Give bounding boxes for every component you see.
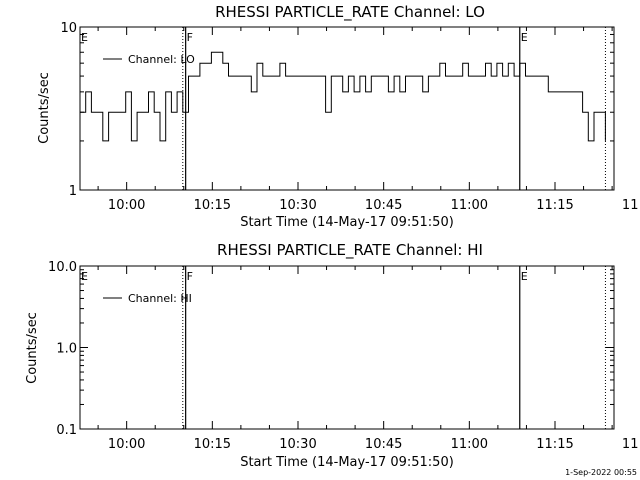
y-ticks-hi: 0.1 1.0 10.0 [48, 260, 614, 438]
event-label-hi: E [81, 270, 88, 283]
x-axis-label-hi: Start Time (14-May-17 09:51:50) [240, 455, 454, 470]
y-tick-label-lo: 10 [60, 21, 77, 36]
y-tick-label-hi: 0.1 [56, 423, 77, 438]
plot-frame-lo [79, 26, 615, 191]
x-tick-label-hi: 10:30 [279, 437, 316, 452]
x-tick-label-hi: 10:15 [194, 437, 231, 452]
y-tick-label-hi: 10.0 [48, 260, 77, 275]
chart-panel-lo: RHESSI PARTICLE_RATE Channel: LO Counts/… [37, 3, 640, 230]
x-tick-label-lo: 10:30 [279, 198, 316, 213]
legend-label-lo: Channel: LO [128, 53, 195, 66]
chart-panel-hi: RHESSI PARTICLE_RATE Channel: HI Counts/… [25, 241, 640, 470]
x-ticks-lo: 10:00 10:15 10:30 10:45 11:00 11:15 11:30 [97, 27, 640, 213]
event-label-lo: E [81, 31, 88, 44]
x-tick-label-hi: 11:15 [536, 437, 573, 452]
chart-title-hi: RHESSI PARTICLE_RATE Channel: HI [217, 241, 483, 260]
footer-timestamp: 1-Sep-2022 00:55 [565, 468, 637, 477]
x-tick-label-lo: 10:00 [108, 198, 145, 213]
x-ticks-hi: 10:00 10:15 10:30 10:45 11:00 11:15 11:30 [97, 266, 640, 452]
event-label-lo: E [521, 31, 528, 44]
legend-label-hi: Channel: HI [128, 292, 192, 305]
x-tick-label-lo: 11:15 [536, 198, 573, 213]
y-ticks-lo: 1 10 [60, 21, 614, 199]
x-tick-label-hi: 11:30 [622, 437, 640, 452]
x-tick-label-lo: 11:30 [622, 198, 640, 213]
event-label-hi: E [521, 270, 528, 283]
y-axis-label-hi: Counts/sec [25, 312, 40, 384]
x-tick-label-hi: 10:45 [365, 437, 402, 452]
y-tick-label-lo: 1 [69, 184, 77, 199]
event-label-hi: F [187, 270, 193, 283]
x-tick-label-hi: 11:00 [451, 437, 488, 452]
x-tick-label-lo: 10:15 [194, 198, 231, 213]
dotted-lines-hi [182, 266, 606, 429]
chart-title-lo: RHESSI PARTICLE_RATE Channel: LO [215, 3, 485, 22]
y-tick-label-hi: 1.0 [56, 342, 77, 357]
x-axis-label-lo: Start Time (14-May-17 09:51:50) [240, 215, 454, 230]
x-tick-label-hi: 10:00 [108, 437, 145, 452]
event-label-lo: F [187, 31, 193, 44]
y-axis-label-lo: Counts/sec [37, 72, 52, 144]
x-tick-label-lo: 11:00 [451, 198, 488, 213]
x-tick-label-lo: 10:45 [365, 198, 402, 213]
series-line-lo [80, 51, 606, 142]
